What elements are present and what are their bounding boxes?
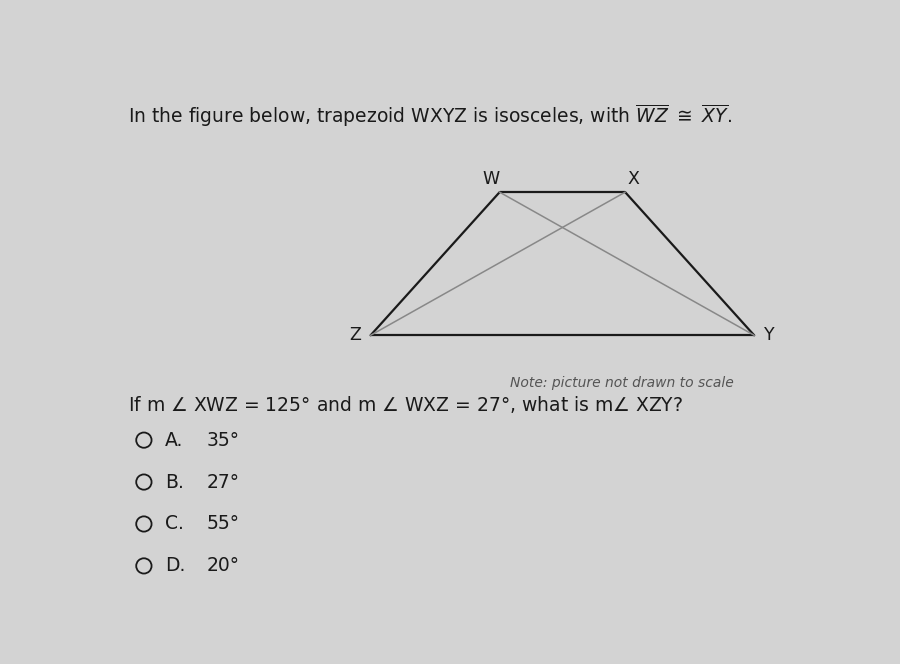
Text: 20°: 20° xyxy=(207,556,239,576)
Text: Y: Y xyxy=(764,326,775,345)
Text: X: X xyxy=(627,171,640,189)
Text: 55°: 55° xyxy=(207,515,239,533)
Text: Note: picture not drawn to scale: Note: picture not drawn to scale xyxy=(509,376,734,390)
Text: 35°: 35° xyxy=(207,431,239,450)
Text: C.: C. xyxy=(165,515,184,533)
Text: Z: Z xyxy=(349,326,361,345)
Text: If m $\angle$ XWZ = 125° and m $\angle$ WXZ = 27°, what is m$\angle$ XZY?: If m $\angle$ XWZ = 125° and m $\angle$ … xyxy=(128,394,683,415)
Text: D.: D. xyxy=(165,556,185,576)
Text: W: W xyxy=(482,171,500,189)
Text: 27°: 27° xyxy=(207,473,239,491)
Text: In the figure below, trapezoid WXYZ is isosceles, with $\overline{WZ}$ $\cong$ $: In the figure below, trapezoid WXYZ is i… xyxy=(128,103,732,129)
Text: B.: B. xyxy=(165,473,184,491)
Text: A.: A. xyxy=(165,431,184,450)
